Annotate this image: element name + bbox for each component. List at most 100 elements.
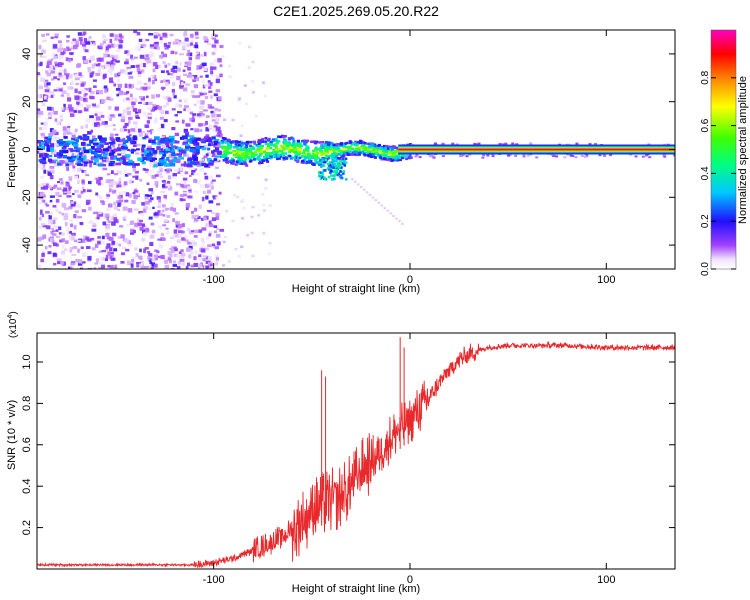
spectrogram-cell — [207, 183, 212, 187]
spectrogram-cell — [232, 146, 236, 149]
spectrogram-cell — [166, 152, 171, 155]
spectrogram-cell — [170, 153, 177, 156]
spectrogram-cell — [349, 140, 353, 144]
spectrogram-cell — [205, 185, 210, 189]
spectrogram-cell — [357, 149, 361, 152]
snr-scale-note: (x104) — [7, 311, 19, 338]
spectrogram-cell — [86, 202, 90, 206]
spectrogram-cell — [61, 244, 65, 249]
spectrogram-cell — [101, 121, 106, 125]
snr-x-tick-label: 0 — [407, 574, 413, 586]
spectrogram-cell — [120, 234, 125, 239]
spectrogram-cell — [214, 147, 220, 151]
spectrogram-cell — [256, 148, 260, 151]
spectrogram-cell — [159, 175, 164, 178]
spectrogram-cell — [63, 130, 68, 135]
spectrogram-cell — [381, 153, 385, 157]
spectrogram-cell — [198, 123, 203, 127]
spectrogram-cell — [291, 137, 295, 141]
spectrogram-cell — [46, 60, 52, 65]
spectrogram-cell — [136, 264, 140, 268]
spectrogram-cell — [177, 223, 183, 229]
spectrogram-cell — [120, 160, 125, 164]
spectrogram-cell — [131, 57, 134, 61]
spectrogram-cell — [80, 125, 84, 129]
spectrogram-cell — [323, 144, 327, 147]
spectrogram-cell — [273, 143, 277, 146]
spectrogram-cell — [42, 234, 47, 239]
spectrogram-cell — [109, 114, 115, 117]
spectrogram-cell — [38, 44, 42, 50]
spectrogram-cell — [150, 75, 155, 78]
spectrogram-cell — [200, 53, 204, 57]
spectrogram-cell — [154, 43, 159, 47]
spectrogram-cell — [258, 139, 262, 142]
spectrogram-cell — [88, 87, 92, 93]
spectrogram-cell — [184, 234, 188, 239]
spectrogram-cell — [82, 189, 86, 193]
spectrogram-cell — [477, 142, 481, 145]
spectrogram-cell — [234, 154, 238, 157]
spectrogram-cell — [41, 49, 46, 54]
spectrogram-cell — [112, 128, 117, 131]
spectrogram-cell — [269, 154, 273, 157]
spectrogram-cell — [179, 62, 182, 66]
spectrogram-cell — [96, 57, 102, 62]
spectrogram-cell — [163, 219, 168, 223]
spectrogram-cell — [121, 145, 125, 149]
spectrogram-cell — [137, 43, 142, 47]
spectrogram-cell — [135, 65, 140, 68]
spectrogram-cell — [145, 86, 151, 90]
spectrogram-cell — [58, 75, 64, 78]
spectrogram-cell — [245, 164, 249, 167]
spectrogram-cell — [264, 142, 268, 146]
colorbar-tick-label: 0.0 — [700, 262, 711, 276]
spectrogram-cell — [124, 173, 129, 177]
spectrogram-cell — [61, 250, 66, 255]
spectrogram-cell — [323, 152, 326, 155]
spectrogram-cell — [42, 55, 47, 58]
spectrogram-cell — [217, 58, 222, 63]
spectrogram-cell — [139, 248, 142, 253]
spectrogram-cell — [74, 40, 79, 45]
spectrogram-cell — [80, 246, 84, 250]
spectrogram-cell — [91, 135, 96, 140]
spectrogram-cell — [166, 44, 171, 48]
colorbar-tick-label: 0.2 — [700, 214, 711, 228]
spectrogram-cell — [72, 168, 76, 172]
spectrogram-cell — [357, 183, 360, 186]
spectrogram-cell — [125, 192, 130, 197]
spectrogram-cell — [185, 143, 190, 147]
spectrogram-cell — [401, 156, 405, 160]
spectrogram-cell — [49, 174, 54, 180]
spectrogram-cell — [304, 147, 308, 151]
spectrogram-cell — [157, 205, 161, 209]
spectrogram-cell — [648, 156, 652, 159]
spectrogram-cell — [133, 194, 138, 200]
spectrogram-cell — [236, 147, 240, 150]
spectrogram-cell — [216, 134, 221, 137]
spectrogram-cell — [155, 64, 159, 70]
spectrogram-cell — [378, 147, 382, 151]
spectrogram-cell — [353, 150, 357, 154]
spectrogram-cell — [182, 44, 187, 49]
spectrogram-cell — [166, 168, 171, 171]
spectrogram-cell — [371, 150, 375, 154]
spectrogram-cell — [240, 124, 244, 128]
spectrogram-cell — [102, 167, 108, 171]
spectrogram-cell — [71, 253, 77, 256]
spectrogram-cell — [135, 114, 139, 118]
spectrogram-cell — [189, 165, 195, 170]
spectrogram-cell — [397, 153, 401, 157]
spectrogram-cell — [155, 184, 159, 188]
spectrogram-cell — [248, 45, 251, 49]
svg-text:(x104): (x104) — [7, 311, 19, 338]
spectrogram-cell — [130, 150, 135, 154]
spectrogram-cell — [207, 152, 211, 156]
spectrogram-cell — [101, 151, 106, 154]
spectrogram-cell — [165, 227, 169, 230]
spectrogram-cell — [283, 138, 286, 141]
spectrogram-cell — [149, 261, 153, 265]
spectrogram-cell — [138, 133, 144, 137]
spectrogram-cell — [119, 33, 122, 38]
